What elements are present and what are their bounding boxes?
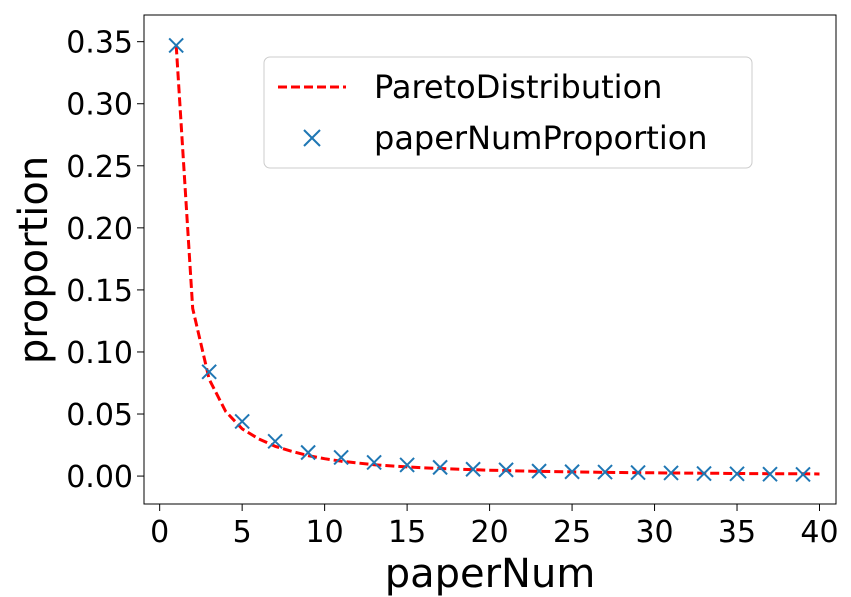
x-tick-label: 5 — [233, 515, 252, 550]
paper-num-proportion-point — [465, 461, 481, 477]
paper-num-proportion-point — [366, 454, 382, 471]
y-tick-label: 0.30 — [66, 88, 133, 123]
x-tick-label: 25 — [553, 515, 591, 550]
paper-num-proportion-point — [696, 465, 712, 482]
y-tick-label: 0.15 — [66, 274, 133, 309]
paper-num-proportion-point — [168, 37, 184, 54]
legend-box — [263, 56, 753, 169]
x-tick-label: 20 — [470, 515, 508, 550]
paper-num-proportion-point — [564, 464, 580, 480]
paper-num-proportion-point — [267, 433, 283, 450]
legend: ParetoDistribution paperNumProportion — [263, 56, 753, 169]
x-axis-label: paperNum — [385, 551, 596, 597]
paper-num-proportion-point — [729, 466, 745, 482]
y-axis: 0.00 0.05 0.10 0.15 0.20 0.25 0.30 0.35 — [66, 26, 144, 495]
paper-num-proportion-point — [300, 444, 316, 461]
y-axis-label: proportion — [11, 156, 57, 364]
x-axis: 0 5 10 15 20 25 30 35 40 — [150, 504, 839, 550]
x-tick-label: 10 — [306, 515, 344, 550]
y-tick-label: 0.05 — [66, 398, 133, 433]
y-tick-label: 0.00 — [66, 460, 133, 495]
x-tick-label: 15 — [388, 515, 426, 550]
y-tick-label: 0.20 — [66, 212, 133, 247]
paper-num-proportion-point — [531, 463, 547, 479]
legend-pareto-label: ParetoDistribution — [374, 68, 662, 106]
legend-proportion-label: paperNumProportion — [374, 119, 708, 157]
paper-num-proportion-point — [234, 413, 250, 430]
paper-num-proportion-point — [663, 465, 679, 481]
y-tick-label: 0.25 — [66, 150, 133, 185]
paper-num-proportion-point — [795, 466, 811, 483]
paper-num-proportion-point — [333, 449, 349, 466]
plot-series — [168, 37, 820, 483]
paper-num-proportion-point — [762, 466, 778, 482]
y-tick-label: 0.10 — [66, 336, 133, 371]
paper-num-proportion-point — [498, 462, 514, 478]
pareto-distribution-line — [174, 45, 820, 476]
x-tick-label: 35 — [718, 515, 756, 550]
x-tick-label: 30 — [635, 515, 673, 550]
y-tick-label: 0.35 — [66, 26, 133, 61]
paper-num-proportion-point — [432, 459, 448, 476]
x-tick-label: 0 — [150, 515, 169, 550]
legend-proportion-marker — [303, 129, 321, 147]
paper-num-proportion-point — [597, 464, 613, 480]
x-tick-label: 40 — [800, 515, 838, 550]
paper-num-proportion-point — [399, 457, 415, 473]
paper-num-proportion-point — [630, 464, 646, 481]
paper-num-proportion-point — [201, 364, 217, 380]
